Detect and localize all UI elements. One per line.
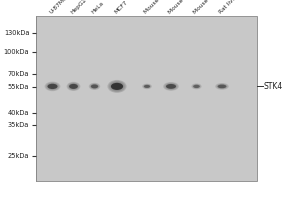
Text: HeLa: HeLa xyxy=(91,1,105,15)
Ellipse shape xyxy=(193,84,200,88)
Text: 55kDa: 55kDa xyxy=(8,84,29,90)
Ellipse shape xyxy=(112,83,122,90)
Ellipse shape xyxy=(168,85,174,88)
Text: STK4: STK4 xyxy=(264,82,283,91)
Ellipse shape xyxy=(91,84,98,89)
Text: Mouse lung: Mouse lung xyxy=(167,0,195,15)
Bar xyxy=(36,16,256,181)
Ellipse shape xyxy=(215,83,229,90)
Ellipse shape xyxy=(113,84,121,89)
Ellipse shape xyxy=(47,83,58,89)
Ellipse shape xyxy=(91,84,98,88)
Ellipse shape xyxy=(92,85,97,88)
Ellipse shape xyxy=(46,83,58,90)
Text: 130kDa: 130kDa xyxy=(4,30,29,36)
Ellipse shape xyxy=(68,82,80,90)
Ellipse shape xyxy=(142,84,152,89)
Ellipse shape xyxy=(218,85,226,88)
Text: 70kDa: 70kDa xyxy=(8,71,29,77)
Ellipse shape xyxy=(195,86,198,87)
Text: MCF7: MCF7 xyxy=(113,0,129,15)
Ellipse shape xyxy=(221,86,223,87)
Ellipse shape xyxy=(47,84,58,89)
Ellipse shape xyxy=(219,85,225,88)
Ellipse shape xyxy=(110,81,124,91)
Ellipse shape xyxy=(144,85,150,88)
Text: Mouse spleen: Mouse spleen xyxy=(193,0,225,15)
Ellipse shape xyxy=(217,84,227,89)
Ellipse shape xyxy=(144,85,150,88)
Ellipse shape xyxy=(192,84,201,89)
Text: 35kDa: 35kDa xyxy=(8,122,29,128)
Ellipse shape xyxy=(164,83,178,90)
Text: 25kDa: 25kDa xyxy=(8,153,29,159)
Ellipse shape xyxy=(107,80,127,93)
Ellipse shape xyxy=(90,84,99,89)
Text: Mouse brain: Mouse brain xyxy=(143,0,172,15)
Text: U-87MG: U-87MG xyxy=(49,0,69,15)
Text: Rat liver: Rat liver xyxy=(218,0,239,15)
Ellipse shape xyxy=(216,83,228,89)
Ellipse shape xyxy=(193,84,200,89)
Ellipse shape xyxy=(220,85,224,87)
Ellipse shape xyxy=(72,85,75,88)
Ellipse shape xyxy=(194,85,199,88)
Ellipse shape xyxy=(69,84,78,89)
Ellipse shape xyxy=(194,85,199,88)
Ellipse shape xyxy=(49,84,56,88)
Ellipse shape xyxy=(163,82,179,91)
Ellipse shape xyxy=(92,85,98,88)
Ellipse shape xyxy=(111,82,123,91)
Ellipse shape xyxy=(144,85,150,88)
Ellipse shape xyxy=(111,83,123,90)
Ellipse shape xyxy=(89,83,100,90)
Ellipse shape xyxy=(72,86,75,87)
Ellipse shape xyxy=(114,85,120,88)
Ellipse shape xyxy=(69,83,78,89)
Ellipse shape xyxy=(109,81,125,92)
Text: 40kDa: 40kDa xyxy=(8,110,29,116)
Ellipse shape xyxy=(167,84,175,89)
Ellipse shape xyxy=(89,83,100,90)
Ellipse shape xyxy=(46,82,59,91)
Ellipse shape xyxy=(68,83,79,90)
Text: HepG2: HepG2 xyxy=(70,0,88,15)
Ellipse shape xyxy=(71,85,76,88)
Ellipse shape xyxy=(142,84,152,89)
Ellipse shape xyxy=(45,82,60,91)
Ellipse shape xyxy=(166,84,176,89)
Ellipse shape xyxy=(191,83,202,89)
Ellipse shape xyxy=(50,85,55,88)
Ellipse shape xyxy=(48,84,57,89)
Ellipse shape xyxy=(145,85,149,88)
Ellipse shape xyxy=(196,86,197,87)
Ellipse shape xyxy=(193,85,200,88)
Ellipse shape xyxy=(218,85,226,88)
Ellipse shape xyxy=(218,84,226,89)
Ellipse shape xyxy=(166,84,176,89)
Text: 100kDa: 100kDa xyxy=(4,49,29,55)
Ellipse shape xyxy=(165,83,177,90)
Ellipse shape xyxy=(70,84,77,89)
Ellipse shape xyxy=(146,86,148,87)
Ellipse shape xyxy=(94,86,95,87)
Ellipse shape xyxy=(170,86,172,87)
Ellipse shape xyxy=(51,86,54,87)
Ellipse shape xyxy=(169,85,173,88)
Ellipse shape xyxy=(67,82,80,91)
Ellipse shape xyxy=(116,85,118,87)
Ellipse shape xyxy=(143,84,151,89)
Ellipse shape xyxy=(93,85,96,87)
Ellipse shape xyxy=(146,86,148,87)
